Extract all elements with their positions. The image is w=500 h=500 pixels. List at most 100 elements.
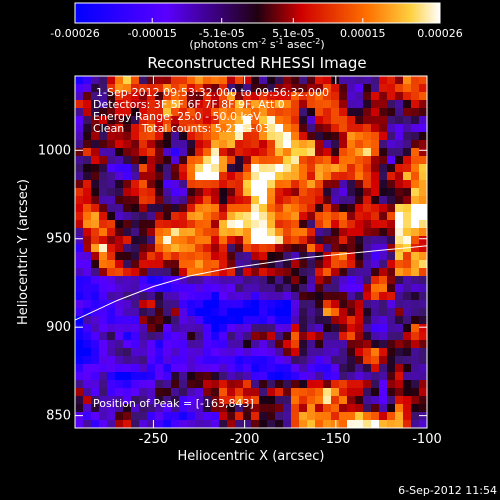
heatmap-pixel bbox=[299, 372, 308, 381]
heatmap-pixel bbox=[283, 148, 292, 157]
heatmap-pixel bbox=[147, 348, 156, 357]
heatmap-pixel bbox=[331, 420, 340, 429]
heatmap-pixel bbox=[171, 116, 180, 125]
heatmap-pixel bbox=[203, 172, 212, 181]
heatmap-pixel bbox=[91, 244, 100, 253]
heatmap-pixel bbox=[395, 108, 404, 117]
heatmap-pixel bbox=[411, 196, 420, 205]
heatmap-pixel bbox=[83, 76, 92, 85]
heatmap-pixel bbox=[411, 284, 420, 293]
heatmap-pixel bbox=[419, 284, 428, 293]
heatmap-pixel bbox=[323, 92, 332, 101]
heatmap-pixel bbox=[419, 300, 428, 309]
heatmap-pixel bbox=[299, 212, 308, 221]
heatmap-pixel bbox=[171, 332, 180, 341]
heatmap-pixel bbox=[307, 308, 316, 317]
heatmap-pixel bbox=[235, 324, 244, 333]
heatmap-pixel bbox=[115, 204, 124, 213]
heatmap-pixel bbox=[347, 420, 356, 429]
heatmap-pixel bbox=[195, 188, 204, 197]
heatmap-pixel bbox=[179, 284, 188, 293]
heatmap-pixel bbox=[379, 244, 388, 253]
heatmap-pixel bbox=[139, 188, 148, 197]
heatmap-pixel bbox=[179, 164, 188, 173]
heatmap-pixel bbox=[291, 308, 300, 317]
heatmap-pixel bbox=[91, 108, 100, 117]
heatmap-pixel bbox=[387, 212, 396, 221]
heatmap-pixel bbox=[339, 396, 348, 405]
heatmap-pixel bbox=[387, 308, 396, 317]
heatmap-pixel bbox=[75, 300, 84, 309]
x-tick-label: -100 bbox=[412, 432, 442, 447]
heatmap-pixel bbox=[227, 340, 236, 349]
heatmap-pixel bbox=[171, 100, 180, 109]
heatmap-pixel bbox=[419, 180, 428, 189]
heatmap-pixel bbox=[267, 188, 276, 197]
heatmap-pixel bbox=[275, 356, 284, 365]
heatmap-pixel bbox=[419, 124, 428, 133]
heatmap-pixel bbox=[203, 156, 212, 165]
heatmap-pixel bbox=[195, 356, 204, 365]
heatmap-pixel bbox=[227, 364, 236, 373]
heatmap-pixel bbox=[371, 284, 380, 293]
plot-frame bbox=[74, 75, 428, 429]
heatmap-pixel bbox=[275, 268, 284, 277]
heatmap-pixel bbox=[411, 132, 420, 141]
heatmap-pixel bbox=[235, 268, 244, 277]
heatmap-pixel bbox=[323, 76, 332, 85]
heatmap-pixel bbox=[187, 148, 196, 157]
heatmap-pixel bbox=[171, 292, 180, 301]
heatmap-pixel bbox=[411, 228, 420, 237]
heatmap-pixel bbox=[179, 148, 188, 157]
heatmap-pixel bbox=[259, 252, 268, 261]
heatmap-pixel bbox=[267, 332, 276, 341]
heatmap-pixel bbox=[339, 388, 348, 397]
heatmap-pixel bbox=[363, 76, 372, 85]
heatmap-pixel bbox=[211, 172, 220, 181]
heatmap-pixel bbox=[195, 92, 204, 101]
heatmap-pixel bbox=[395, 140, 404, 149]
heatmap-pixel bbox=[235, 212, 244, 221]
heatmap-pixel bbox=[323, 108, 332, 117]
colorbar-tick-label: 0.00015 bbox=[340, 27, 386, 40]
heatmap-pixel bbox=[139, 180, 148, 189]
heatmap-pixel bbox=[291, 100, 300, 109]
heatmap-pixel bbox=[147, 108, 156, 117]
heatmap-pixel bbox=[147, 164, 156, 173]
heatmap-pixel bbox=[275, 348, 284, 357]
heatmap-pixel bbox=[99, 420, 108, 429]
heatmap-pixel bbox=[299, 100, 308, 109]
heatmap-pixel bbox=[291, 92, 300, 101]
heatmap-pixel bbox=[83, 284, 92, 293]
heatmap-pixel bbox=[195, 388, 204, 397]
heatmap-pixel bbox=[291, 156, 300, 165]
heatmap-pixel bbox=[115, 292, 124, 301]
heatmap-pixel bbox=[395, 204, 404, 213]
heatmap-pixel bbox=[379, 204, 388, 213]
heatmap-pixel bbox=[75, 228, 84, 237]
heatmap-pixel bbox=[195, 164, 204, 173]
heatmap-pixel bbox=[235, 372, 244, 381]
heatmap-pixel bbox=[187, 132, 196, 141]
heatmap-pixel bbox=[131, 236, 140, 245]
heatmap-pixel bbox=[99, 140, 108, 149]
heatmap-pixel bbox=[99, 284, 108, 293]
heatmap-pixel bbox=[91, 148, 100, 157]
heatmap-pixel bbox=[235, 76, 244, 85]
heatmap-pixel bbox=[139, 388, 148, 397]
heatmap-pixel bbox=[347, 116, 356, 125]
heatmap-pixel bbox=[139, 116, 148, 125]
heatmap-pixel bbox=[331, 236, 340, 245]
heatmap-pixel bbox=[147, 188, 156, 197]
heatmap-pixel bbox=[147, 364, 156, 373]
heatmap-pixel bbox=[235, 116, 244, 125]
heatmap-pixel bbox=[131, 388, 140, 397]
heatmap-pixel bbox=[219, 172, 228, 181]
heatmap-pixel bbox=[139, 236, 148, 245]
heatmap-pixel bbox=[363, 300, 372, 309]
heatmap-pixel bbox=[139, 92, 148, 101]
heatmap-pixel bbox=[115, 116, 124, 125]
heatmap-pixel bbox=[411, 340, 420, 349]
heatmap-pixel bbox=[403, 268, 412, 277]
heatmap-pixel bbox=[307, 292, 316, 301]
